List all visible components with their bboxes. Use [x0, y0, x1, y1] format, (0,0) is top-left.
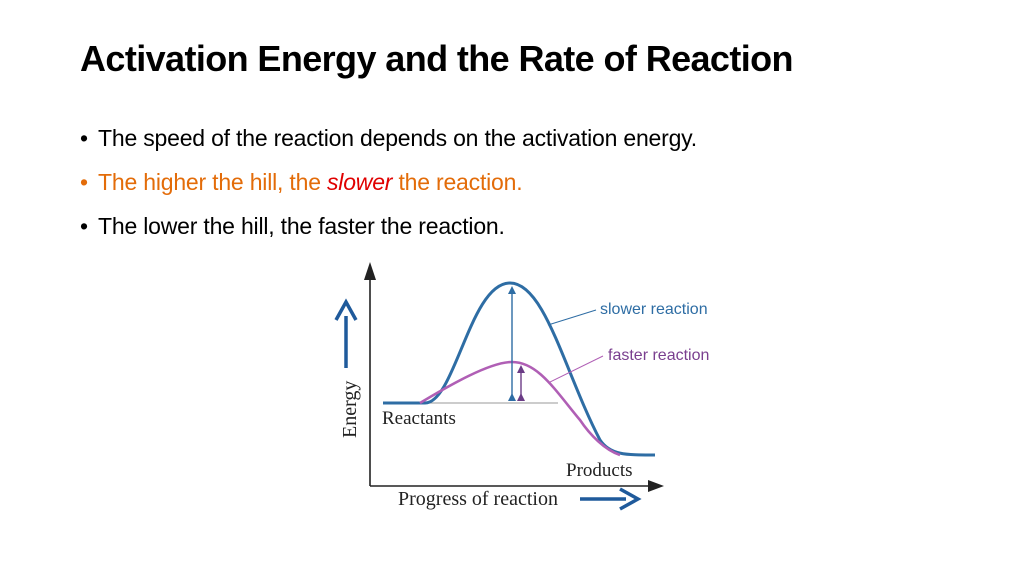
y-axis-arrowhead: [364, 262, 376, 280]
x-axis-blue-arrowhead: [619, 487, 642, 511]
bullet-list: • The speed of the reaction depends on th…: [80, 116, 980, 248]
slower-leader-line: [547, 309, 597, 326]
bullet-marker: •: [80, 213, 88, 239]
x-axis-arrowhead: [648, 480, 664, 492]
bullet-text-emphasis: slower: [326, 169, 393, 195]
bullet-marker: •: [80, 169, 88, 195]
bullet-text: The lower the hill, the faster the react…: [98, 213, 505, 239]
bullet-text-post: the reaction.: [392, 169, 523, 195]
bullet-item-speed: • The speed of the reaction depends on th…: [80, 116, 980, 160]
bullet-text-pre: The higher the hill, the: [98, 169, 327, 195]
faster-reaction-curve: [419, 360, 621, 457]
bullet-item-lower-hill: • The lower the hill, the faster the reac…: [80, 204, 980, 248]
faster-leader-line: [547, 355, 604, 384]
slide-title: Activation Energy and the Rate of Reacti…: [80, 38, 794, 79]
y-axis-blue-arrowhead: [334, 298, 358, 321]
bullet-marker: •: [80, 125, 88, 151]
bullet-item-higher-hill: • The higher the hill, the slower the rea…: [80, 160, 980, 204]
y-axis-label: Energy: [339, 381, 361, 438]
bullet-text: The speed of the reaction depends on the…: [98, 125, 697, 151]
slower-reaction-label: slower reaction: [600, 301, 708, 318]
products-label: Products: [566, 460, 633, 481]
faster-reaction-label: faster reaction: [608, 347, 709, 364]
x-axis-label: Progress of reaction: [398, 488, 558, 510]
reactants-label: Reactants: [382, 408, 456, 429]
